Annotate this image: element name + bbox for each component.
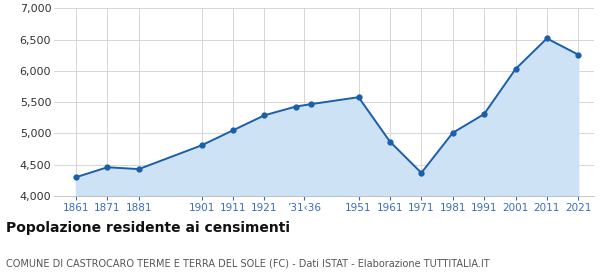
Text: COMUNE DI CASTROCARO TERME E TERRA DEL SOLE (FC) - Dati ISTAT - Elaborazione TUT: COMUNE DI CASTROCARO TERME E TERRA DEL S… [6, 258, 490, 268]
Text: Popolazione residente ai censimenti: Popolazione residente ai censimenti [6, 221, 290, 235]
